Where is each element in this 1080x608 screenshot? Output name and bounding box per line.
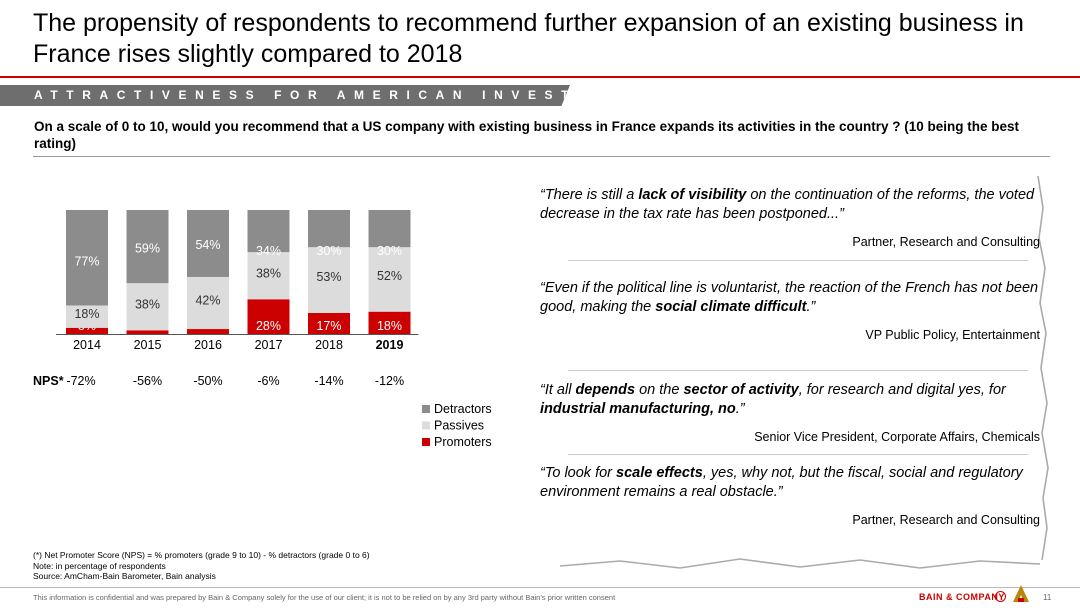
bar-detractors-2017	[247, 210, 290, 253]
data-label-detractors-2017: 34%	[256, 244, 281, 258]
bar-detractors-2019	[368, 210, 411, 248]
x-tick-label-2015: 2015	[134, 338, 162, 352]
bar-passives-2017	[247, 252, 290, 300]
data-label-promoters-2017: 28%	[256, 319, 281, 333]
bar-detractors-2016	[187, 210, 229, 277]
footnote-source: Source: AmCham-Bain Barometer, Bain anal…	[33, 571, 216, 581]
quote-separator	[568, 454, 1028, 455]
bar-promoters-2019	[368, 311, 411, 334]
nps-value-2018: -14%	[314, 374, 343, 388]
data-label-passives-2015: 38%	[135, 297, 160, 311]
bar-passives-2016	[187, 276, 229, 330]
quote-1-author: Partner, Research and Consulting	[852, 235, 1040, 249]
nps-value-2015: -56%	[133, 374, 162, 388]
amcham-logo-icon	[1013, 585, 1029, 602]
quote-4-author: Partner, Research and Consulting	[852, 513, 1040, 527]
bar-promoters-2017	[247, 299, 290, 334]
data-label-passives-2016: 42%	[195, 293, 220, 307]
page-number: 11	[1043, 593, 1052, 602]
quote-3-author: Senior Vice President, Corporate Affairs…	[754, 430, 1040, 444]
data-label-passives-2019: 52%	[377, 269, 402, 283]
data-label-detractors-2014: 77%	[74, 254, 99, 268]
brand-logo-icon	[995, 591, 1006, 602]
survey-question: On a scale of 0 to 10, would you recomme…	[34, 119, 1019, 151]
data-label-passives-2017: 38%	[256, 266, 281, 280]
quote-1: “There is still a lack of visibility on …	[540, 186, 1040, 249]
data-label-detractors-2019: 30%	[377, 244, 402, 258]
x-tick-label-2014: 2014	[73, 338, 101, 352]
nps-value-2016: -50%	[193, 374, 222, 388]
bar-promoters-2016	[187, 329, 229, 334]
x-tick-label-2018: 2018	[315, 338, 343, 352]
nps-row-label: NPS*	[33, 374, 64, 388]
bar-passives-2019	[368, 247, 411, 312]
bar-promoters-2014	[66, 327, 108, 334]
footer-divider	[0, 587, 1080, 588]
bar-detractors-2018	[308, 210, 350, 248]
bar-passives-2015	[126, 283, 169, 331]
legend-label-detractors: Detractors	[434, 402, 492, 416]
quote-2: “Even if the political line is voluntari…	[540, 279, 1040, 342]
legend-swatch-passives	[422, 421, 430, 430]
quote-4: “To look for scale effects, yes, why not…	[540, 464, 1040, 527]
legend-label-promoters: Promoters	[434, 435, 492, 449]
quote-3: “It all depends on the sector of activit…	[540, 381, 1040, 444]
nps-value-2019: -12%	[375, 374, 404, 388]
question-divider	[33, 156, 1050, 157]
legend-swatch-promoters	[422, 438, 430, 446]
x-tick-label-2017: 2017	[255, 338, 283, 352]
legend-swatch-detractors	[422, 405, 430, 413]
bar-promoters-2018	[308, 312, 350, 334]
confidentiality-disclaimer: This information is confidential and was…	[33, 593, 616, 602]
quote-2-author: VP Public Policy, Entertainment	[865, 328, 1040, 342]
quote-1-text: “There is still a lack of visibility on …	[540, 187, 1035, 222]
bar-passives-2018	[308, 247, 350, 313]
quote-2-text: “Even if the political line is voluntari…	[540, 280, 1039, 315]
title-divider	[0, 76, 1080, 78]
data-label-detractors-2016: 54%	[195, 238, 220, 252]
quotes-panel: “There is still a lack of visibility on …	[540, 168, 1055, 578]
data-label-passives-2014: 18%	[74, 307, 99, 321]
footnotes: (*) Net Promoter Score (NPS) = % promote…	[33, 550, 370, 582]
data-label-detractors-2018: 30%	[316, 244, 341, 258]
quote-4-text: “To look for scale effects, yes, why not…	[540, 465, 1023, 500]
section-banner-label: ATTRACTIVENESS FOR AMERICAN INVESTORS	[34, 88, 629, 102]
legend-label-passives: Passives	[434, 419, 484, 433]
section-banner: ATTRACTIVENESS FOR AMERICAN INVESTORS	[0, 85, 570, 106]
data-label-detractors-2015: 59%	[135, 241, 160, 255]
bar-passives-2014	[66, 305, 108, 328]
torn-paper-edge	[559, 175, 1049, 569]
data-label-promoters-2018: 17%	[316, 319, 341, 333]
quote-separator	[568, 370, 1028, 371]
footnote-note: Note: in percentage of respondents	[33, 560, 166, 571]
nps-value-2014: -72%	[66, 374, 95, 388]
bar-detractors-2015	[126, 210, 169, 284]
page-title: The propensity of respondents to recomme…	[33, 9, 1024, 68]
bar-promoters-2015	[126, 330, 169, 334]
nps-stacked-bar-chart: 5%18%77%2014-72%38%59%2015-56%42%54%2016…	[33, 210, 492, 449]
x-tick-label-2019: 2019	[376, 338, 404, 352]
quote-3-text: “It all depends on the sector of activit…	[540, 382, 1006, 417]
data-label-promoters-2019: 18%	[377, 319, 402, 333]
footnote-nps-definition: (*) Net Promoter Score (NPS) = % promote…	[33, 550, 370, 560]
nps-value-2017: -6%	[257, 374, 279, 388]
data-label-passives-2018: 53%	[316, 270, 341, 284]
x-tick-label-2016: 2016	[194, 338, 222, 352]
brand-wordmark: BAIN & COMPANY	[919, 592, 1005, 602]
bar-detractors-2014	[66, 210, 108, 306]
quote-separator	[568, 260, 1028, 261]
